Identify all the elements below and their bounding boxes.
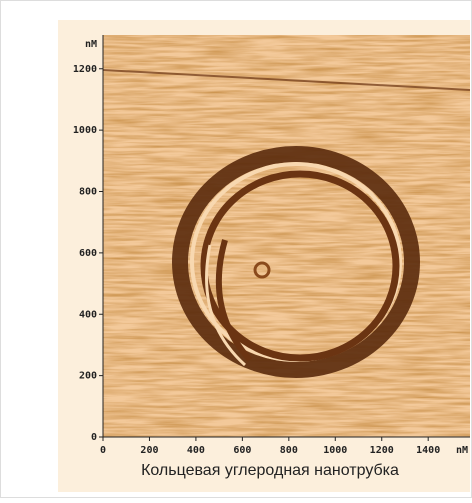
x-tick-label: 400 bbox=[187, 445, 205, 456]
x-tick-label: 0 bbox=[100, 445, 106, 456]
y-tick-label: 1200 bbox=[73, 64, 97, 75]
x-tick-label: 1200 bbox=[370, 445, 394, 456]
afm-image bbox=[103, 35, 470, 437]
x-tick-label: 200 bbox=[140, 445, 158, 456]
x-tick-label: 1000 bbox=[323, 445, 347, 456]
x-tick-label: 800 bbox=[280, 445, 298, 456]
x-unit: nM bbox=[456, 445, 468, 456]
caption: Кольцевая углеродная нанотрубка bbox=[141, 462, 399, 479]
y-tick-label: 200 bbox=[79, 371, 97, 382]
figure: nM nM Кольцевая углеродная нанотрубка 0 2… bbox=[0, 0, 472, 498]
y-tick-label: 600 bbox=[79, 248, 97, 259]
x-tick-label: 1400 bbox=[416, 445, 440, 456]
y-tick-label: 1000 bbox=[73, 125, 97, 136]
x-tick-label: 600 bbox=[233, 445, 251, 456]
y-tick-label: 800 bbox=[79, 187, 97, 198]
y-unit: nM bbox=[85, 39, 97, 50]
y-tick-label: 0 bbox=[91, 432, 97, 443]
y-tick-label: 400 bbox=[79, 309, 97, 320]
